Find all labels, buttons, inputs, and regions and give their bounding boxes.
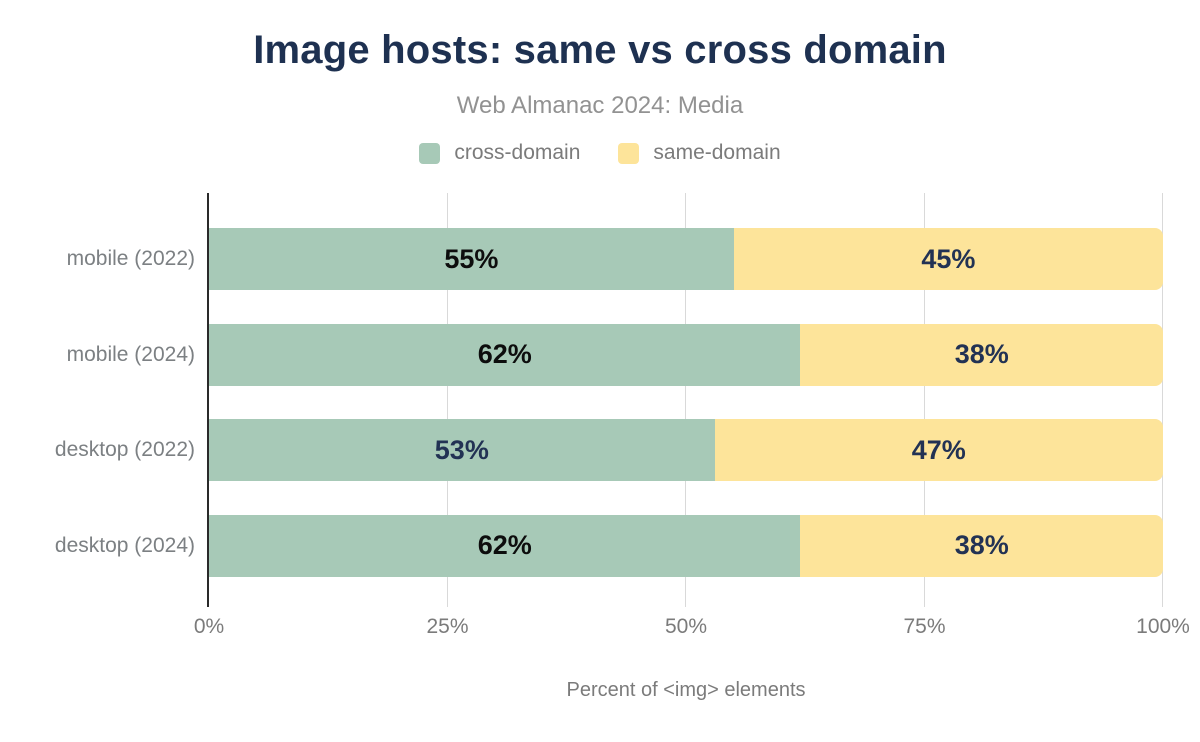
legend-label: same-domain (653, 141, 781, 164)
same-domain-swatch-icon (618, 142, 640, 164)
bar-value-label: 62% (477, 339, 532, 369)
bar-value-label: 55% (444, 243, 499, 274)
x-tick-label: 100% (1136, 615, 1190, 638)
bar-value-label: 62% (477, 530, 532, 560)
bar-segment-same-domain: 38% (800, 323, 1163, 386)
y-axis-line (207, 193, 209, 607)
bar-row: 62% 38% (209, 514, 1163, 577)
plot-area: 55% 45% 62% 38% 53% 47% 62% 38% (207, 193, 1163, 607)
chart-subtitle: Web Almanac 2024: Media (456, 92, 744, 119)
legend: cross-domain same-domain (0, 141, 1200, 165)
legend-item-same-domain[interactable]: same-domain (618, 141, 781, 165)
x-tick-label: 25% (426, 615, 469, 638)
category-label: desktop (2022) (54, 438, 195, 461)
bar-segment-cross-domain: 62% (209, 514, 801, 577)
bar-value-label: 38% (954, 339, 1009, 369)
gridline (1162, 193, 1163, 607)
legend-item-cross-domain[interactable]: cross-domain (419, 141, 580, 165)
category-label: desktop (2024) (54, 533, 195, 557)
bar-value-label: 38% (954, 530, 1009, 560)
bar-segment-same-domain: 38% (800, 514, 1163, 577)
gridline (923, 193, 925, 607)
bar-row: 55% 45% (209, 228, 1163, 290)
category-labels: mobile (2022) mobile (2024) desktop (2022)… (0, 193, 195, 607)
category-label: mobile (2024) (66, 342, 195, 366)
bar-segment-same-domain: 47% (714, 419, 1163, 481)
bar-row: 53% 47% (209, 419, 1163, 481)
bar-value-label: 45% (921, 243, 976, 274)
bar-row: 62% 38% (209, 323, 1163, 386)
x-tick-label: 0% (193, 615, 225, 638)
bar-segment-cross-domain: 53% (209, 419, 715, 481)
gridline (446, 193, 448, 607)
gridline (685, 193, 686, 607)
bar-segment-cross-domain: 55% (209, 228, 734, 290)
bar-segment-cross-domain: 62% (209, 323, 801, 386)
cross-domain-swatch-icon (419, 142, 441, 164)
bar-value-label: 53% (434, 434, 489, 465)
x-ticks: 0% 25% 50% 75% 100% (194, 615, 1190, 645)
bar-segment-same-domain: 45% (733, 228, 1163, 290)
x-axis-title: Percent of <img> elements (566, 679, 806, 701)
legend-label: cross-domain (454, 141, 581, 164)
chart-title: Image hosts: same vs cross domain (253, 28, 947, 72)
bar-value-label: 47% (911, 434, 966, 465)
x-tick-label: 75% (903, 615, 946, 638)
x-tick-label: 50% (664, 615, 708, 638)
category-label: mobile (2022) (66, 247, 195, 270)
